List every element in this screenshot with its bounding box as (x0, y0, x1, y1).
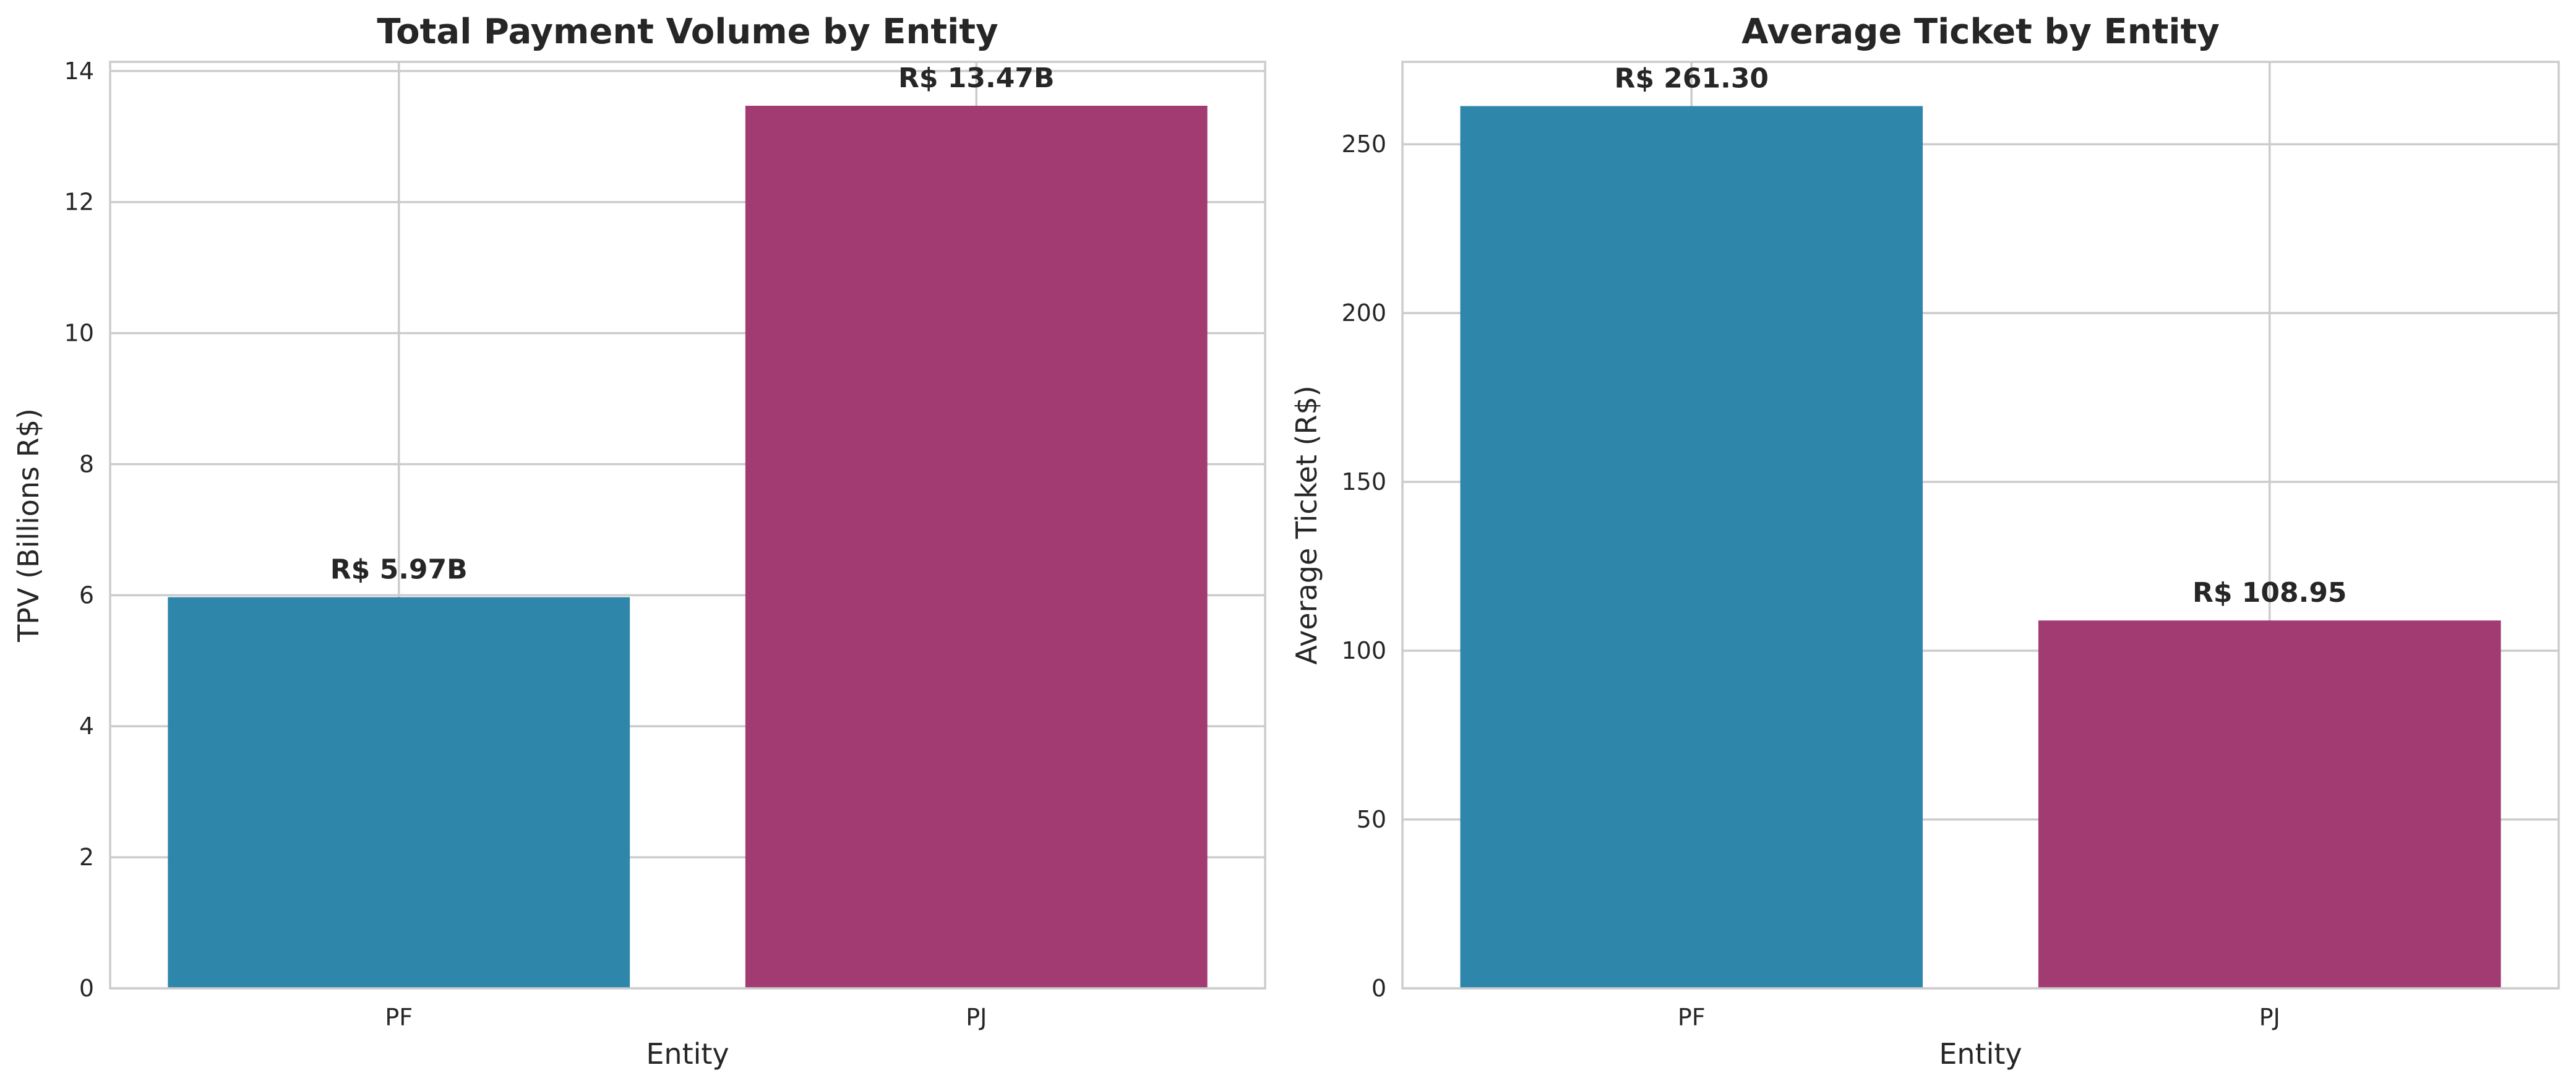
x-axis-label: Entity (646, 1037, 729, 1071)
y-tick-label: 200 (1341, 299, 1386, 327)
x-tick-label-pf: PF (1678, 1004, 1706, 1031)
chart-average-ticket: R$ 261.30 R$ 108.95 0 50 100 150 200 250 PF PJ Ave… (1290, 12, 2560, 1071)
bar-pf (1460, 106, 1923, 989)
y-tick-label: 14 (64, 58, 94, 85)
x-axis-label: Entity (1939, 1037, 2022, 1071)
y-tick-label: 250 (1341, 130, 1386, 158)
bar-pf (168, 597, 630, 988)
data-label-pf: R$ 5.97B (330, 554, 468, 586)
bar-pj (745, 105, 1208, 988)
chart-title: Total Payment Volume by Entity (377, 12, 998, 52)
y-axis-label: TPV (Billions R$) (12, 408, 45, 643)
x-tick-label-pj: PJ (966, 1004, 987, 1031)
y-tick-label: 10 (64, 320, 94, 347)
x-tick-label-pf: PF (385, 1004, 413, 1031)
y-tick-label: 0 (1372, 975, 1386, 1002)
y-axis-label: Average Ticket (R$) (1290, 385, 1323, 664)
data-label-pj: R$ 108.95 (2192, 577, 2347, 609)
y-tick-label: 50 (1357, 806, 1386, 833)
y-tick-label: 0 (79, 975, 94, 1002)
plot-frame (109, 61, 1266, 990)
chart-total-payment-volume: R$ 5.97B R$ 13.47B 0 2 4 6 8 10 12 14 PF PJ Total Pa… (12, 12, 1266, 1071)
plot-frame (1401, 61, 2560, 990)
y-tick-label: 12 (64, 189, 94, 216)
data-label-pj: R$ 13.47B (898, 62, 1055, 94)
y-tick-label: 8 (79, 450, 94, 477)
y-tick-label: 150 (1341, 468, 1386, 495)
y-tick-label: 100 (1341, 637, 1386, 664)
y-tick-label: 4 (79, 712, 94, 740)
x-tick-label-pj: PJ (2259, 1004, 2280, 1031)
bar-pj (2038, 620, 2501, 988)
y-tick-label: 2 (79, 844, 94, 871)
data-label-pf: R$ 261.30 (1614, 63, 1769, 95)
chart-title: Average Ticket by Entity (1741, 12, 2220, 52)
y-tick-label: 6 (79, 581, 94, 609)
